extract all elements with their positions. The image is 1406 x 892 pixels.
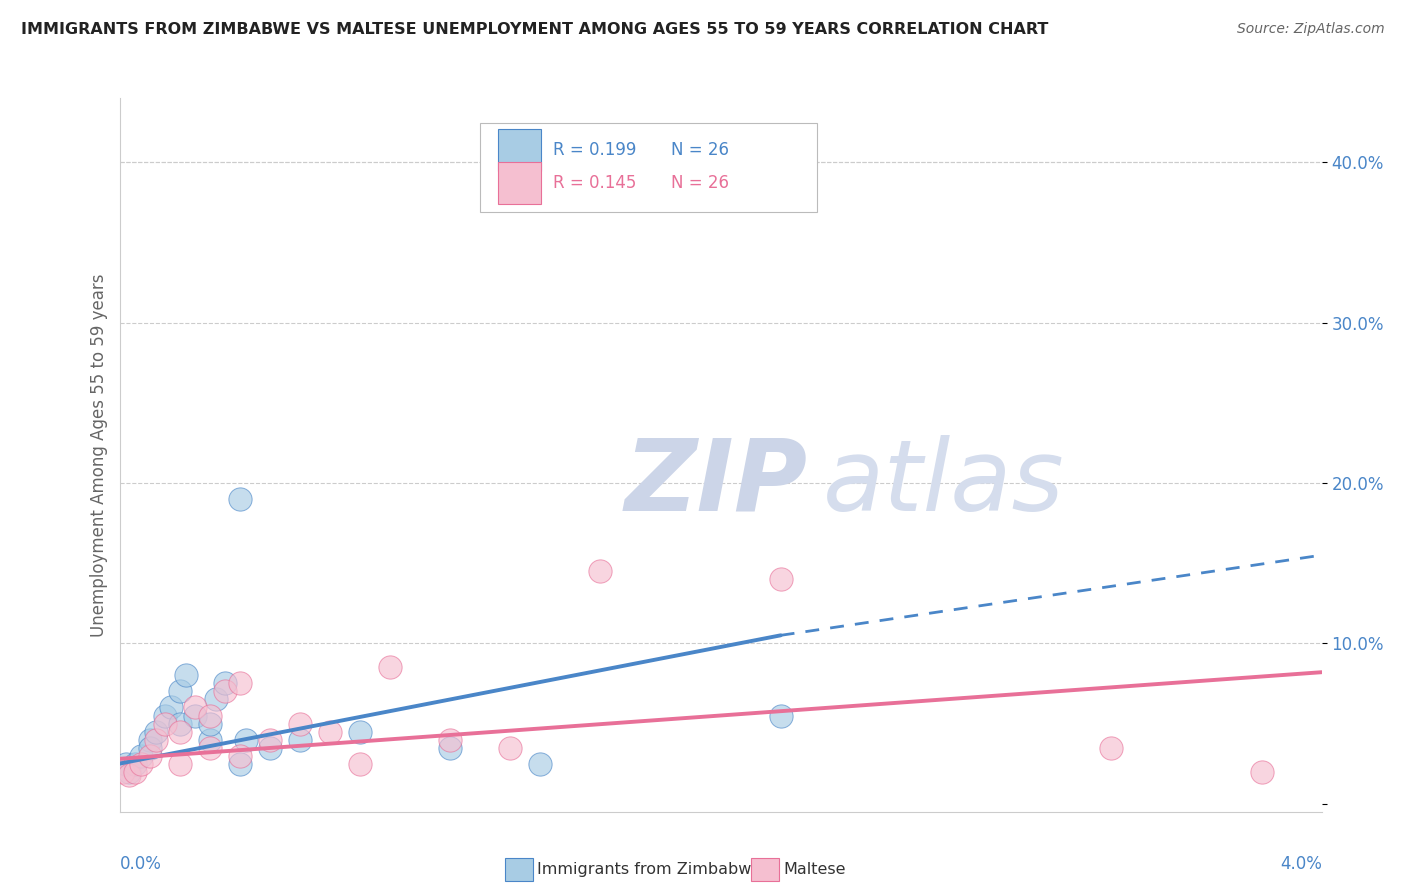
Point	[349, 756, 371, 771]
Point	[198, 740, 221, 755]
Text: N = 26: N = 26	[671, 175, 730, 193]
Point	[228, 491, 252, 506]
Point	[235, 732, 257, 747]
Text: 4.0%: 4.0%	[1279, 855, 1322, 872]
Text: atlas: atlas	[823, 435, 1064, 532]
Text: Maltese: Maltese	[783, 863, 845, 877]
Point	[124, 756, 146, 771]
Text: IMMIGRANTS FROM ZIMBABWE VS MALTESE UNEMPLOYMENT AMONG AGES 55 TO 59 YEARS CORRE: IMMIGRANTS FROM ZIMBABWE VS MALTESE UNEM…	[21, 22, 1049, 37]
Point	[153, 708, 176, 723]
Point	[138, 732, 160, 747]
Point	[129, 748, 152, 763]
Point	[288, 732, 311, 747]
Point	[129, 756, 152, 771]
Point	[198, 732, 221, 747]
Point	[169, 724, 191, 739]
FancyBboxPatch shape	[479, 123, 817, 212]
Text: R = 0.199: R = 0.199	[554, 141, 637, 159]
Text: Immigrants from Zimbabwe: Immigrants from Zimbabwe	[537, 863, 761, 877]
Point	[138, 748, 160, 763]
Point	[145, 732, 167, 747]
Point	[174, 668, 197, 682]
Point	[124, 764, 146, 779]
Point	[439, 740, 461, 755]
Point	[169, 716, 191, 731]
Text: N = 26: N = 26	[671, 141, 730, 159]
Point	[439, 732, 461, 747]
Point	[111, 764, 134, 779]
Point	[499, 740, 522, 755]
Point	[378, 660, 401, 674]
Point	[138, 740, 160, 755]
Point	[259, 740, 281, 755]
Point	[117, 768, 139, 782]
Point	[319, 724, 342, 739]
Point	[114, 756, 136, 771]
Text: Source: ZipAtlas.com: Source: ZipAtlas.com	[1237, 22, 1385, 37]
Text: ZIP: ZIP	[624, 435, 807, 532]
Point	[1250, 764, 1272, 779]
Point	[228, 676, 252, 690]
Point	[769, 572, 792, 586]
Point	[259, 732, 281, 747]
Y-axis label: Unemployment Among Ages 55 to 59 years: Unemployment Among Ages 55 to 59 years	[90, 273, 108, 637]
Point	[117, 764, 139, 779]
Point	[145, 724, 167, 739]
Text: R = 0.145: R = 0.145	[554, 175, 637, 193]
FancyBboxPatch shape	[498, 128, 541, 171]
Point	[169, 756, 191, 771]
Point	[228, 756, 252, 771]
Point	[183, 708, 205, 723]
Text: 0.0%: 0.0%	[120, 855, 162, 872]
Point	[288, 716, 311, 731]
Point	[529, 756, 551, 771]
Point	[159, 700, 181, 714]
Point	[589, 564, 612, 578]
Point	[349, 724, 371, 739]
Point	[198, 708, 221, 723]
Point	[1099, 740, 1122, 755]
Point	[228, 748, 252, 763]
Point	[214, 676, 236, 690]
Point	[769, 708, 792, 723]
Point	[169, 684, 191, 698]
Point	[198, 716, 221, 731]
Point	[153, 716, 176, 731]
Point	[183, 700, 205, 714]
Point	[214, 684, 236, 698]
FancyBboxPatch shape	[498, 162, 541, 204]
Point	[204, 692, 226, 706]
